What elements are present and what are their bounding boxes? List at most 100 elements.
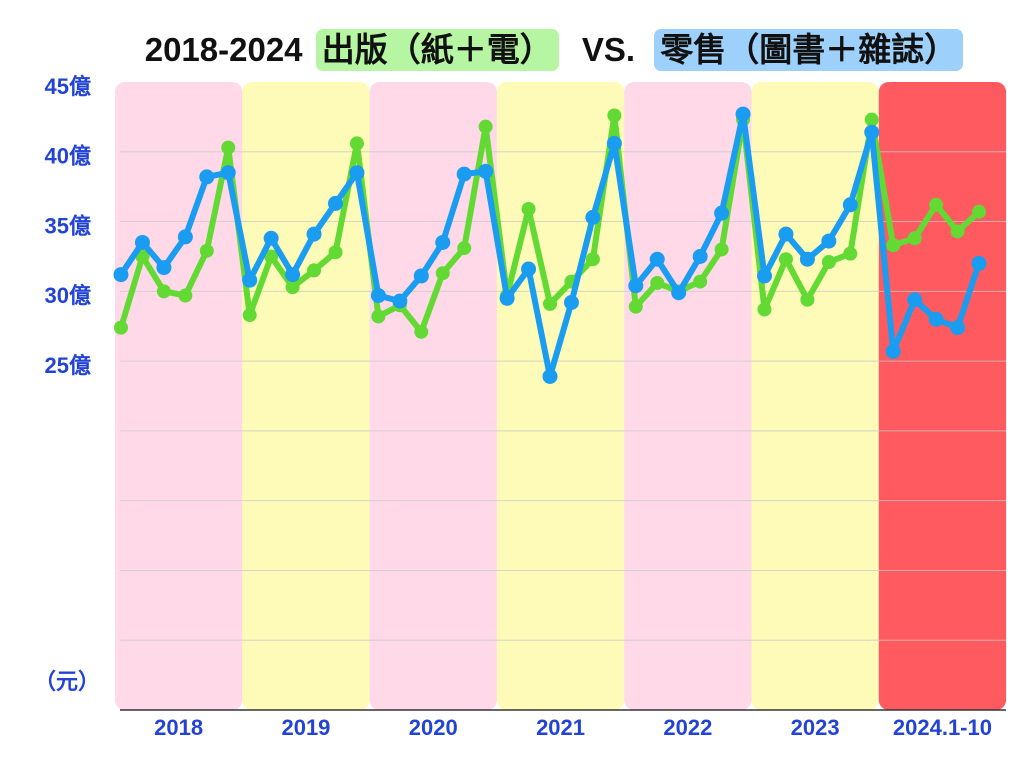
year-band-2024.1-10 xyxy=(878,82,1007,710)
data-point-retail-2020-2 xyxy=(392,293,408,309)
data-point-publishing-2020-6 xyxy=(478,119,493,134)
data-point-publishing-2019-5 xyxy=(328,245,343,260)
y-tick-label: 40億 xyxy=(45,144,91,169)
data-point-retail-2022-6 xyxy=(735,106,751,122)
data-point-retail-2021-4 xyxy=(563,294,579,310)
data-point-retail-2018-1 xyxy=(113,267,129,283)
data-point-retail-2021-2 xyxy=(521,261,537,277)
data-point-retail-2021-1 xyxy=(499,290,515,306)
data-point-publishing-2020-5 xyxy=(457,241,472,256)
data-point-retail-2024.1-10-2 xyxy=(907,292,923,308)
y-axis-ticks: 45億 40億 35億 30億 25億 xyxy=(45,74,91,378)
data-point-retail-2018-5 xyxy=(199,169,215,185)
data-point-publishing-2019-1 xyxy=(242,308,257,323)
data-point-retail-2019-1 xyxy=(242,272,258,288)
data-point-publishing-2022-2 xyxy=(650,275,665,290)
data-point-publishing-2023-3 xyxy=(800,292,815,307)
series-layer xyxy=(113,106,987,384)
y-tick-label: 25億 xyxy=(45,353,91,378)
data-point-retail-2022-3 xyxy=(671,285,687,301)
data-point-retail-2022-4 xyxy=(692,248,708,264)
data-point-retail-2019-5 xyxy=(328,195,343,211)
data-point-publishing-2023-6 xyxy=(864,112,879,127)
y-tick-label: 45億 xyxy=(45,74,91,99)
x-axis-ticks: 2018 2019 2020 2021 2022 2023 2024.1-10 xyxy=(154,715,992,740)
data-point-retail-2021-6 xyxy=(606,135,622,151)
data-point-publishing-2024.1-10-3 xyxy=(929,197,944,212)
data-point-publishing-2022-1 xyxy=(628,299,643,314)
data-point-retail-2020-3 xyxy=(413,268,429,284)
data-point-retail-2020-1 xyxy=(370,288,386,304)
data-point-publishing-2020-4 xyxy=(435,266,450,281)
data-point-publishing-2024.1-10-5 xyxy=(972,204,986,219)
data-point-retail-2018-6 xyxy=(220,165,236,181)
x-tick-label: 2023 xyxy=(791,715,840,740)
data-point-publishing-2018-3 xyxy=(156,284,171,299)
data-point-retail-2019-4 xyxy=(306,226,322,242)
data-point-publishing-2024.1-10-4 xyxy=(950,224,965,239)
data-point-publishing-2019-3 xyxy=(285,280,300,295)
data-point-retail-2023-4 xyxy=(821,233,837,249)
data-point-publishing-2023-4 xyxy=(821,255,836,270)
data-point-retail-2023-1 xyxy=(757,268,772,284)
data-point-publishing-2022-5 xyxy=(714,242,729,257)
data-point-retail-2020-4 xyxy=(435,234,451,250)
data-point-publishing-2021-5 xyxy=(585,252,600,267)
x-tick-label: 2022 xyxy=(663,715,712,740)
data-point-retail-2023-6 xyxy=(864,124,880,140)
data-point-publishing-2019-4 xyxy=(307,263,322,278)
data-point-retail-2021-3 xyxy=(542,368,558,384)
year-band-2022 xyxy=(624,82,752,710)
data-point-publishing-2021-2 xyxy=(521,201,536,216)
data-point-publishing-2018-5 xyxy=(199,243,214,258)
data-point-retail-2019-3 xyxy=(285,267,301,283)
data-point-retail-2022-1 xyxy=(628,278,644,294)
x-tick-label: 2024.1-10 xyxy=(893,715,992,740)
data-point-publishing-2023-1 xyxy=(757,302,772,317)
data-point-publishing-2020-3 xyxy=(414,324,429,339)
y-tick-label: 35億 xyxy=(45,213,91,238)
data-point-publishing-2024.1-10-2 xyxy=(907,231,922,246)
title-series-retail: 零售（圖書＋雜誌） xyxy=(654,29,964,71)
year-bands xyxy=(115,82,1007,710)
data-point-retail-2023-3 xyxy=(799,251,815,267)
data-point-publishing-2019-6 xyxy=(349,136,364,151)
data-point-retail-2024.1-10-3 xyxy=(928,311,944,327)
data-point-retail-2024.1-10-1 xyxy=(885,343,901,359)
x-tick-label: 2020 xyxy=(409,715,458,740)
x-tick-label: 2019 xyxy=(281,715,330,740)
data-point-retail-2024.1-10-5 xyxy=(971,255,987,271)
year-band-2021 xyxy=(496,82,625,710)
data-point-retail-2023-5 xyxy=(842,197,858,213)
x-tick-label: 2021 xyxy=(536,715,585,740)
title-series-publishing: 出版（紙＋電） xyxy=(315,29,559,71)
data-point-publishing-2019-2 xyxy=(264,249,279,264)
data-point-retail-2019-6 xyxy=(349,165,365,181)
data-point-publishing-2022-4 xyxy=(693,274,708,289)
y-axis-unit-label: （元） xyxy=(34,669,101,694)
data-point-retail-2023-2 xyxy=(778,226,794,242)
data-point-retail-2018-4 xyxy=(177,229,193,245)
title-versus: VS. xyxy=(581,31,636,68)
data-point-retail-2020-6 xyxy=(478,163,494,179)
data-point-publishing-2020-1 xyxy=(371,309,386,324)
chart-title: 2018-2024 出版（紙＋電） VS. 零售（圖書＋雜誌） xyxy=(110,26,1002,74)
data-point-retail-2020-5 xyxy=(456,166,472,182)
data-point-publishing-2018-6 xyxy=(221,140,236,155)
data-point-retail-2019-2 xyxy=(263,230,279,246)
data-point-retail-2018-3 xyxy=(156,260,172,276)
data-point-retail-2018-2 xyxy=(134,234,150,250)
data-point-publishing-2018-1 xyxy=(114,320,128,335)
data-point-retail-2021-5 xyxy=(585,209,601,225)
data-point-retail-2022-2 xyxy=(649,251,665,267)
series-retail xyxy=(113,106,987,384)
data-point-retail-2024.1-10-4 xyxy=(950,320,966,336)
data-point-publishing-2021-3 xyxy=(543,296,557,311)
data-point-publishing-2023-2 xyxy=(778,252,793,267)
data-point-publishing-2018-4 xyxy=(178,288,193,303)
data-point-publishing-2024.1-10-1 xyxy=(886,238,901,253)
data-point-retail-2022-5 xyxy=(714,205,730,221)
data-point-publishing-2021-6 xyxy=(607,108,622,123)
